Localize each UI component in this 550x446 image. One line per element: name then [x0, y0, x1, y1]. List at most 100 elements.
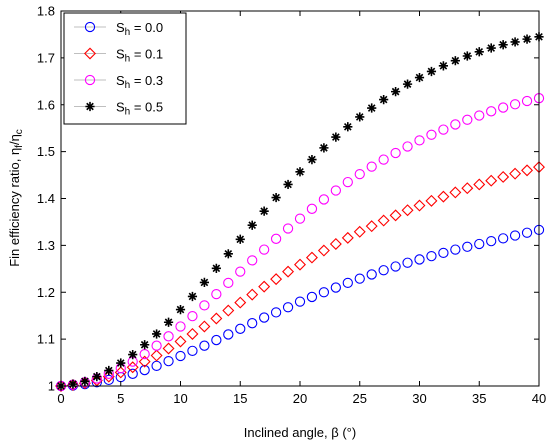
legend-marker — [85, 101, 95, 112]
data-point — [175, 304, 186, 315]
data-point — [462, 241, 473, 252]
data-point — [462, 114, 473, 125]
data-point — [354, 273, 365, 284]
data-point — [401, 204, 414, 217]
data-point — [223, 277, 234, 289]
data-point — [426, 66, 437, 77]
data-point — [331, 132, 341, 142]
series-3 — [56, 32, 544, 391]
data-point — [355, 112, 365, 122]
data-point — [138, 355, 151, 368]
data-point — [162, 342, 175, 355]
data-point — [258, 280, 271, 293]
data-point — [437, 190, 450, 203]
data-point — [139, 348, 150, 360]
data-point — [402, 141, 413, 152]
legend-label: Sh = 0.0 — [116, 20, 163, 38]
data-point — [414, 72, 425, 83]
data-point — [377, 214, 390, 227]
data-point — [521, 95, 533, 107]
data-point — [247, 220, 257, 230]
data-point — [426, 251, 437, 262]
data-point — [163, 317, 174, 327]
data-point — [330, 185, 341, 196]
x-axis-label: Inclined angle, β (°) — [244, 425, 356, 440]
data-point — [510, 37, 520, 47]
data-point — [390, 147, 401, 159]
y-tick-label: 1.4 — [37, 191, 55, 206]
data-point — [283, 179, 293, 190]
data-point — [450, 56, 460, 66]
data-point — [306, 203, 318, 214]
data-point — [211, 263, 221, 273]
data-point — [486, 236, 497, 247]
data-point — [150, 349, 163, 362]
data-point — [342, 176, 353, 188]
data-point — [151, 340, 162, 351]
data-point — [152, 329, 162, 339]
data-point — [247, 255, 258, 266]
data-point — [317, 244, 330, 257]
x-tick-label: 40 — [532, 391, 546, 406]
data-point — [294, 296, 306, 307]
legend-entry: Sh = 0.3 — [74, 73, 163, 91]
legend-box — [63, 12, 187, 125]
data-point — [186, 327, 199, 340]
data-point — [270, 307, 282, 318]
data-point — [139, 364, 150, 376]
data-point — [128, 349, 138, 360]
data-point — [378, 265, 389, 276]
y-tick-label: 1.5 — [37, 144, 55, 159]
data-point — [318, 194, 330, 205]
data-point — [199, 340, 210, 351]
data-point — [438, 247, 449, 259]
data-point — [391, 87, 401, 97]
data-point — [270, 233, 282, 244]
data-point — [318, 287, 330, 298]
data-point — [438, 61, 448, 71]
data-point — [199, 300, 210, 311]
data-point — [271, 192, 281, 203]
data-point — [414, 254, 425, 265]
legend-entry: Sh = 0.0 — [74, 20, 163, 38]
data-point — [235, 234, 245, 244]
data-point — [413, 199, 426, 212]
data-point — [497, 233, 509, 244]
data-point — [379, 94, 389, 105]
x-tick-label: 0 — [57, 391, 64, 406]
data-point — [366, 269, 377, 280]
data-point — [486, 43, 496, 53]
legend-label: Sh = 0.5 — [116, 100, 163, 118]
data-point — [116, 358, 126, 368]
data-point — [282, 223, 294, 234]
data-point — [92, 372, 102, 382]
y-tick-label: 1.3 — [37, 238, 55, 253]
data-point — [235, 323, 246, 334]
data-point — [210, 312, 223, 325]
data-point — [235, 266, 246, 277]
x-tick-label: 25 — [353, 391, 367, 406]
data-point — [55, 380, 67, 392]
data-point — [174, 335, 187, 348]
data-point — [450, 119, 461, 130]
data-point — [414, 135, 425, 146]
data-point — [343, 122, 353, 132]
data-point — [114, 366, 127, 379]
data-point — [258, 312, 270, 323]
legend-marker — [84, 74, 96, 86]
legend: Sh = 0.0 Sh = 0.1 Sh = 0.3 Sh = 0.5 — [63, 12, 187, 125]
data-point — [378, 154, 389, 165]
data-point — [223, 249, 233, 259]
data-point — [163, 356, 174, 367]
data-point — [365, 220, 378, 233]
data-point — [198, 320, 211, 333]
data-point — [270, 273, 283, 286]
y-axis-label: Fin efficiency ratio, ηf/ηc — [7, 129, 25, 267]
series-2 — [55, 93, 545, 392]
data-point — [307, 154, 317, 165]
data-point — [246, 288, 259, 301]
data-point — [486, 106, 497, 117]
data-point — [497, 102, 509, 113]
y-tick-label: 1 — [48, 379, 55, 394]
